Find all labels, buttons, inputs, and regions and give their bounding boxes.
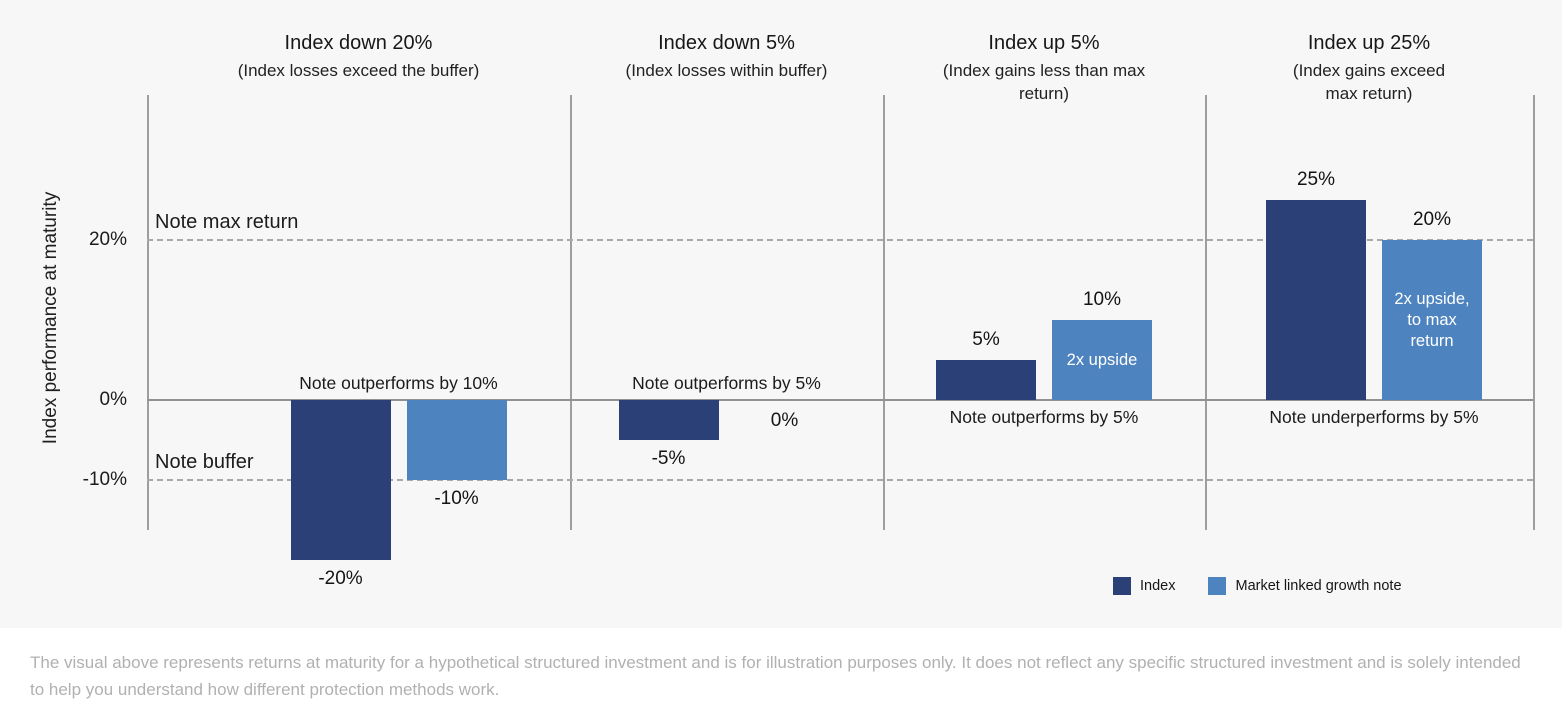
bar-index — [936, 360, 1036, 400]
bar-index — [290, 400, 391, 560]
panel-annotation: Note outperforms by 10% — [299, 373, 498, 393]
bar-inner-label: 2x upside — [1066, 350, 1138, 369]
plot-right-border — [1533, 95, 1535, 530]
bar-note — [406, 400, 507, 480]
panel-annotation: Note outperforms by 5% — [632, 373, 821, 393]
chart-legend: Index Market linked growth note — [1113, 577, 1402, 595]
bar-value-label: -10% — [434, 488, 479, 509]
legend-swatch — [1113, 577, 1131, 595]
bar-inner-label: 2x upside, to max return — [1394, 289, 1470, 350]
panel-subtitle: (Index losses within buffer) — [625, 61, 828, 80]
bar-value-label: 10% — [1082, 289, 1122, 310]
bar-value-label: -5% — [651, 448, 686, 469]
panel-title-block: Index up 25% (Index gains exceed max retu… — [1194, 30, 1544, 105]
legend-item: Market linked growth note — [1208, 577, 1402, 595]
bar-value-label: -20% — [318, 568, 363, 589]
panel-subtitle: (Index gains less than max return) — [942, 61, 1146, 103]
note-buffer-label: Note buffer — [155, 451, 254, 473]
bar-index — [1266, 200, 1366, 400]
panel-annotation: Note outperforms by 5% — [949, 407, 1139, 427]
bar-note: 2x upside — [1052, 320, 1152, 400]
bar-value-label: 5% — [972, 329, 1000, 350]
bar-note: 2x upside, to max return — [1382, 240, 1482, 400]
legend-item: Index — [1113, 577, 1175, 595]
bar-value-label: 20% — [1412, 209, 1452, 230]
y-tick-label: 0% — [99, 389, 127, 410]
note-buffer-line — [147, 479, 1533, 481]
panel-subtitle: (Index losses exceed the buffer) — [237, 61, 480, 80]
note-max-return-line — [147, 239, 1533, 241]
legend-label: Index — [1140, 578, 1176, 594]
panel-title-block: Index down 5% (Index losses within buffer… — [552, 30, 902, 82]
y-axis-line — [147, 95, 149, 530]
panel-title-block: Index down 20% (Index losses exceed the b… — [184, 30, 534, 82]
panel-divider — [883, 95, 885, 530]
legend-label: Market linked growth note — [1235, 578, 1402, 594]
panel-annotation: Note underperforms by 5% — [1269, 407, 1479, 427]
panel-divider — [1205, 95, 1207, 530]
panel-title-block: Index up 5% (Index gains less than max re… — [869, 30, 1219, 105]
y-tick-label: 20% — [88, 229, 127, 250]
panel-title: Index up 5% — [988, 32, 1100, 54]
panel-title: Index up 25% — [1307, 32, 1431, 54]
note-max-return-label: Note max return — [155, 211, 299, 233]
y-tick-label: -10% — [82, 469, 127, 490]
bar-value-label: 25% — [1296, 169, 1336, 190]
chart-area: Index performance at maturity Note max r… — [40, 30, 1544, 595]
bar-index — [618, 400, 719, 440]
panel-subtitle: (Index gains exceed max return) — [1292, 61, 1446, 103]
panel-title: Index down 5% — [658, 32, 795, 54]
panel-divider — [570, 95, 572, 530]
zero-axis-line — [147, 399, 1533, 401]
panel-title: Index down 20% — [284, 32, 433, 54]
disclaimer-text: The visual above represents returns at m… — [30, 653, 1521, 699]
bar-value-label: 0% — [770, 410, 799, 431]
legend-swatch — [1208, 577, 1227, 595]
